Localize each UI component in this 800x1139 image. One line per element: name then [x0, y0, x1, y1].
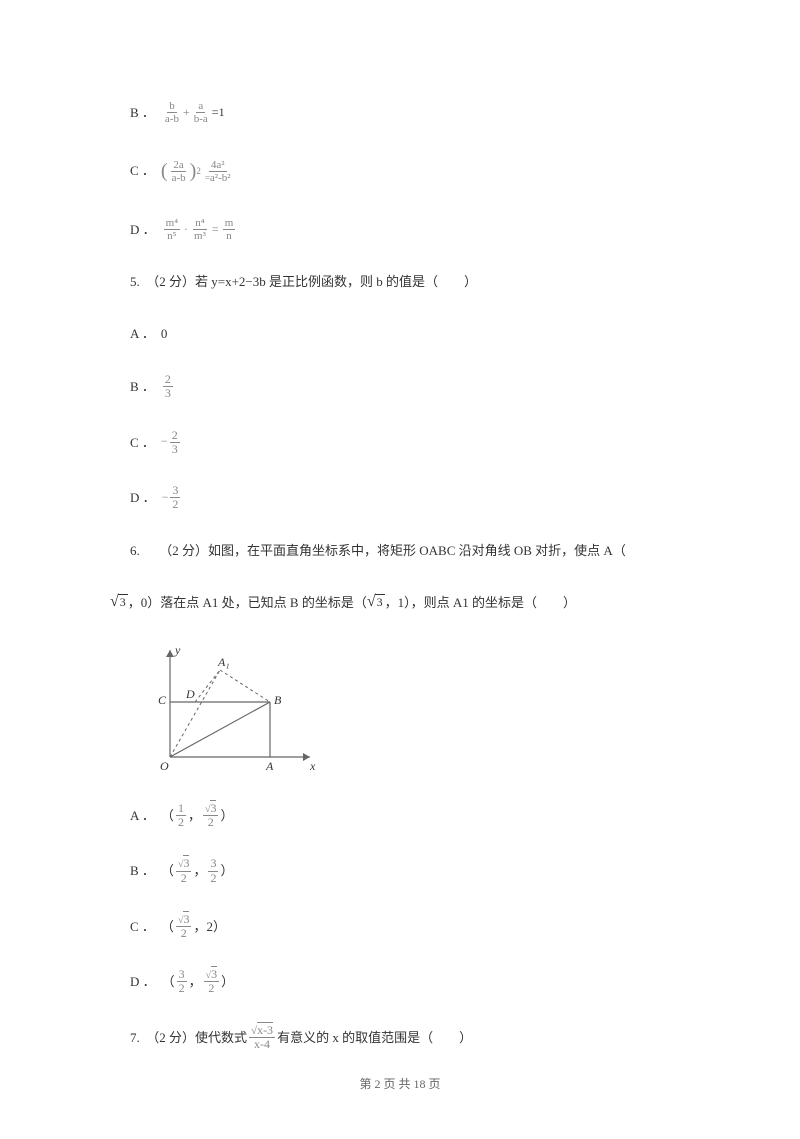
option-label: D ．	[130, 218, 156, 241]
sqrt-icon: √3	[110, 594, 128, 611]
fraction: √3 2	[203, 802, 219, 829]
q5-option-c: C ． − 2 3	[130, 429, 670, 456]
point-a1-label: A₁	[217, 655, 230, 669]
option-label: C ．	[130, 915, 155, 938]
y-axis-label: y	[174, 643, 181, 657]
point-b-label: B	[274, 693, 282, 707]
q6-diagram: y x O A B C D A₁	[140, 642, 670, 782]
coordinate-diagram: y x O A B C D A₁	[140, 642, 320, 777]
fraction: 4a² =a²-b²	[203, 159, 233, 184]
fraction: b a-b	[163, 100, 181, 125]
point-a-label: A	[265, 759, 274, 773]
fraction: √3 2	[176, 913, 192, 940]
option-label: B ．	[130, 375, 155, 398]
math-expression: m⁴ n⁵ · n⁴ m³ = m n	[162, 217, 238, 242]
fraction: 3 2	[170, 484, 180, 511]
fraction: 1 2	[176, 802, 186, 829]
fraction: √x-3 x-4	[249, 1024, 275, 1051]
q6-option-a: A ． （ 1 2 ， √3 2 ）	[130, 802, 670, 829]
fraction: 2 3	[163, 373, 173, 400]
origin-label: O	[160, 759, 169, 773]
point-d-label: D	[185, 687, 195, 701]
q4-option-c: C ． ( 2a a-b ) 2 4a² =a²-b²	[130, 153, 670, 189]
fraction: 2 3	[170, 429, 180, 456]
q5-option-d: D ． − 3 2	[130, 484, 670, 511]
fraction: 3 2	[208, 857, 218, 884]
option-label: B ．	[130, 859, 155, 882]
math-expression: ( 2a a-b ) 2 4a² =a²-b²	[161, 153, 235, 189]
q5-option-b: B ． 2 3	[130, 373, 670, 400]
fraction: n⁴ m³	[192, 217, 208, 242]
option-label: C ．	[130, 431, 155, 454]
q6-stem-line1: 6. （2 分）如图，在平面直角坐标系中，将矩形 OABC 沿对角线 OB 对折…	[130, 539, 670, 562]
q5-option-a: A ． 0	[130, 322, 670, 345]
q6-option-b: B ． （ √3 2 ， 3 2 ）	[130, 857, 670, 884]
fraction: m⁴ n⁵	[164, 217, 180, 242]
fraction: a b-a	[192, 100, 210, 125]
fraction: 3 2	[177, 968, 187, 995]
point-c-label: C	[158, 693, 167, 707]
q7-stem: 7. （2 分）使代数式 √x-3 x-4 有意义的 x 的取值范围是（ ）	[130, 1024, 670, 1051]
q4-option-d: D ． m⁴ n⁵ · n⁴ m³ = m n	[130, 217, 670, 242]
x-axis-label: x	[309, 759, 316, 773]
option-label: D ．	[130, 486, 156, 509]
option-label: A ．	[130, 804, 155, 827]
sqrt-icon: √3	[367, 594, 385, 611]
q5-stem: 5. （2 分）若 y=x+2−3b 是正比例函数，则 b 的值是（ ）	[130, 270, 670, 293]
q6-stem-line2: √3 ，0）落在点 A1 处，已知点 B 的坐标是（ √3 ，1），则点 A1 …	[110, 591, 670, 614]
page-footer: 第 2 页 共 18 页	[0, 1075, 800, 1092]
option-label: C ．	[130, 159, 155, 182]
q4-option-b: B ． b a-b + a b-a =1	[130, 100, 670, 125]
math-expression: b a-b + a b-a =1	[161, 100, 225, 125]
option-label: D ．	[130, 970, 156, 993]
fraction: 2a a-b	[170, 159, 188, 184]
option-label: A ．	[130, 322, 155, 345]
q6-option-d: D ． （ 3 2 ， √3 2 ）	[130, 968, 670, 995]
fraction: √3 2	[204, 968, 220, 995]
fraction: m n	[223, 217, 236, 242]
option-label: B ．	[130, 101, 155, 124]
fraction: √3 2	[176, 857, 192, 884]
q6-option-c: C ． （ √3 2 ， 2 ）	[130, 913, 670, 940]
